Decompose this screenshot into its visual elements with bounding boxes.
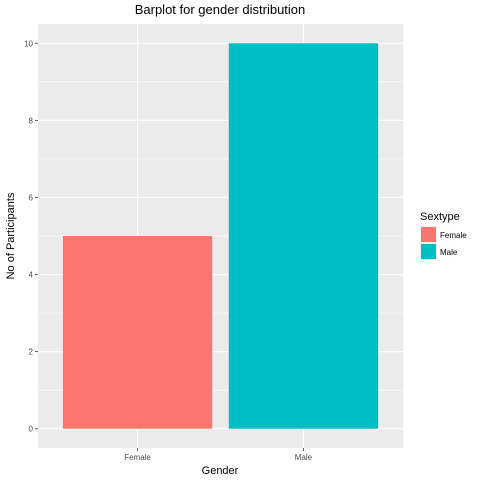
legend-title: Sextype bbox=[420, 211, 460, 223]
legend-entry-label: Female bbox=[440, 231, 467, 240]
chart-title: Barplot for gender distribution bbox=[135, 2, 306, 17]
bar-female bbox=[62, 236, 213, 429]
bar-male bbox=[228, 43, 379, 429]
y-tick-label: 8 bbox=[29, 116, 34, 125]
legend-key-swatch bbox=[421, 244, 436, 259]
legend-key-swatch bbox=[421, 227, 436, 242]
x-axis: Female Male bbox=[124, 448, 313, 462]
y-axis-title: No of Participants bbox=[5, 192, 17, 279]
legend-entry-label: Male bbox=[440, 248, 458, 257]
y-tick-label: 2 bbox=[29, 348, 34, 357]
y-tick-label: 10 bbox=[24, 39, 33, 48]
bars bbox=[62, 43, 379, 429]
y-tick-label: 4 bbox=[29, 271, 34, 280]
y-tick-label: 6 bbox=[29, 193, 34, 202]
y-axis: 0 2 4 6 8 10 bbox=[24, 39, 38, 434]
y-tick-label: 0 bbox=[29, 425, 34, 434]
x-axis-title: Gender bbox=[202, 465, 239, 477]
legend: Sextype Female Male bbox=[420, 211, 467, 260]
x-tick-label: Male bbox=[295, 453, 313, 462]
x-tick-label: Female bbox=[124, 453, 151, 462]
